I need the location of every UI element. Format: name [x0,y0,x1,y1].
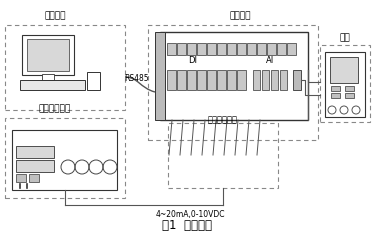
Bar [5,25,125,110]
Bar [167,43,176,55]
Bar [87,72,100,90]
Bar [177,70,186,90]
Bar [227,70,236,90]
Text: 4~20mA,0-10VDC: 4~20mA,0-10VDC [155,210,225,219]
Bar [207,43,216,55]
Bar [167,70,176,90]
Bar [253,70,260,90]
Bar [331,93,340,98]
Text: 电源: 电源 [340,33,350,42]
Bar [177,43,186,55]
Bar [29,174,39,182]
Bar [217,43,226,55]
Text: DI: DI [188,56,197,65]
Bar [247,43,256,55]
Bar [271,70,278,90]
Bar [5,118,125,198]
Bar [27,39,69,71]
Bar [155,32,165,120]
Bar [197,70,206,90]
Text: 图1  系统组成: 图1 系统组成 [162,219,212,232]
Bar [320,45,370,122]
Bar [345,86,354,91]
Text: 模拟量仿真器: 模拟量仿真器 [39,104,71,113]
Bar [280,70,287,90]
Bar [42,74,54,80]
Bar [227,43,236,55]
Bar [345,93,354,98]
Bar [293,70,301,90]
Bar [20,80,85,90]
Text: RS485: RS485 [125,74,149,83]
Bar [257,43,266,55]
Bar [16,146,54,158]
Bar [197,43,206,55]
Bar [187,70,196,90]
Bar [237,43,246,55]
Bar [331,86,340,91]
Text: 测试主机: 测试主机 [44,11,66,20]
Bar [160,32,308,120]
Bar [267,43,276,55]
Bar [148,25,318,140]
Bar [330,57,358,83]
Bar [168,123,278,188]
Bar [287,43,296,55]
Text: 被测设备: 被测设备 [229,11,251,20]
Bar [22,35,74,75]
Bar [262,70,269,90]
Bar [217,70,226,90]
Bar [277,43,286,55]
Text: 数字量仿真器: 数字量仿真器 [208,115,238,124]
Text: AI: AI [266,56,274,65]
Bar [16,160,54,172]
Bar [207,70,216,90]
Bar [325,52,365,117]
Bar [16,174,26,182]
Bar [12,130,117,190]
Bar [187,43,196,55]
Bar [237,70,246,90]
